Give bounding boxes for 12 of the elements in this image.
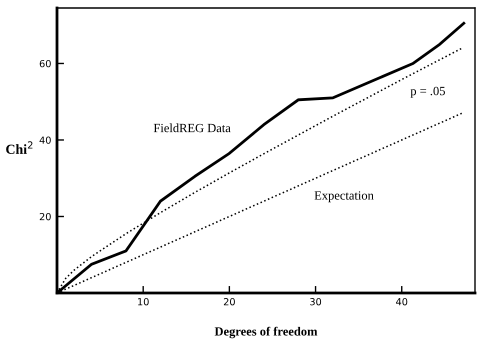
series-label: FieldREG Data [154, 123, 231, 132]
y-tick-label: 20 [40, 212, 51, 220]
y-axis-title: Chi$^{2}$ [6, 141, 32, 154]
x-axis-title: Degrees of freedom [214, 326, 318, 338]
x-tick-label: 30 [310, 298, 322, 306]
x-tick-label: 20 [224, 298, 235, 306]
x-tick-label: 40 [396, 298, 408, 306]
y-tick-label: 40 [40, 136, 51, 144]
series-label: p = .05 [410, 86, 445, 98]
y-tick-label: 60 [40, 60, 51, 68]
series-label: Expectation [314, 191, 374, 202]
x-tick-label: 10 [138, 298, 149, 306]
